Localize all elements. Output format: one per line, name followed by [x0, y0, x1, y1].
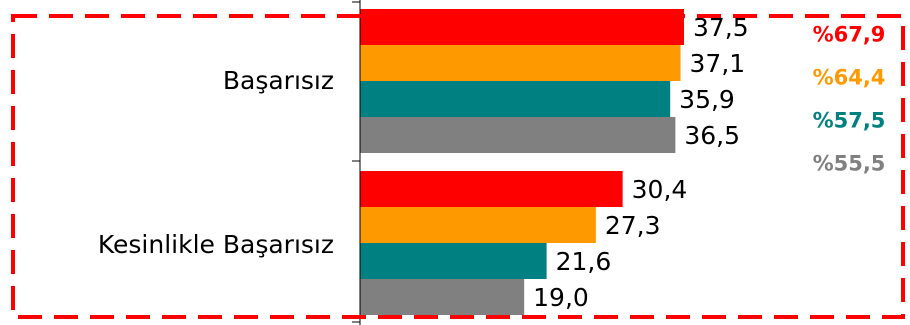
value-label-kesinlikle-basarisiz-teal: 21,6: [556, 247, 612, 276]
bar-basarisiz-teal: [360, 81, 671, 117]
value-label-kesinlikle-basarisiz-red: 30,4: [632, 175, 688, 204]
bar-kesinlikle-basarisiz-orange: [360, 207, 596, 243]
value-label-kesinlikle-basarisiz-gray: 19,0: [533, 283, 589, 312]
total-label-gray: %55,5: [813, 151, 886, 175]
totals-group: %67,9 %64,4 %57,5 %55,5: [813, 22, 886, 175]
bar-kesinlikle-basarisiz-teal: [360, 243, 547, 279]
value-label-kesinlikle-basarisiz-orange: 27,3: [605, 211, 661, 240]
total-label-orange: %64,4: [813, 65, 886, 89]
value-label-basarisiz-teal: 35,9: [679, 85, 735, 114]
category-label-kesinlikle-basarisiz: Kesinlikle Başarısız: [98, 230, 334, 259]
highlight-frame: [11, 14, 905, 319]
total-label-red: %67,9: [813, 22, 886, 46]
value-label-basarisiz-orange: 37,1: [690, 49, 746, 78]
category-axis: [352, 0, 361, 325]
total-label-teal: %57,5: [813, 108, 886, 132]
bars-group: 37,537,135,936,530,427,321,619,0: [360, 9, 749, 315]
bar-kesinlikle-basarisiz-red: [360, 171, 623, 207]
bar-basarisiz-gray: [360, 117, 676, 153]
bar-kesinlikle-basarisiz-gray: [360, 279, 525, 315]
bar-basarisiz-orange: [360, 45, 681, 81]
value-label-basarisiz-gray: 36,5: [684, 121, 740, 150]
category-label-basarisiz: Başarısız: [223, 66, 334, 95]
